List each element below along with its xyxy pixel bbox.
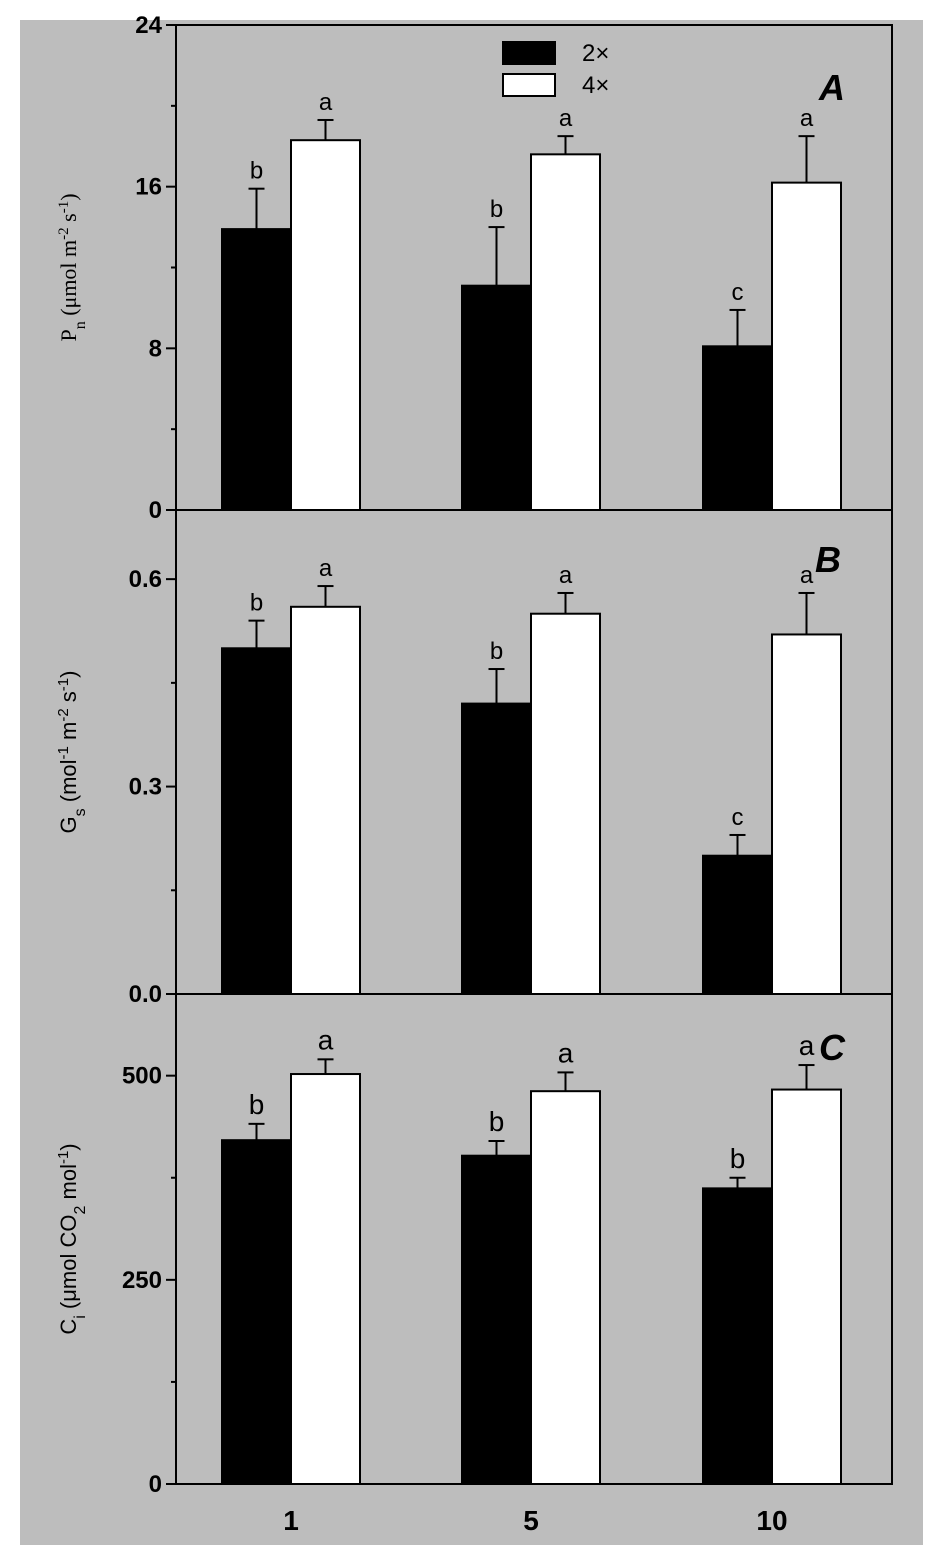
bar-2x [221,1139,292,1486]
y-tick-label: 0.0 [129,981,162,1008]
y-tick-label: 0.3 [129,774,162,801]
ylabel-part: s [56,213,81,227]
bar-2x [702,345,773,511]
bar-4x [290,139,361,511]
y-tick-label: 8 [149,335,162,362]
significance-label: a [800,105,814,132]
significance-label: b [249,1089,265,1120]
y-tick-label: 0.6 [129,566,162,593]
y-axis-label: Pn (μmol m-2 s-1) [56,193,89,341]
ylabel-part: s [56,691,81,708]
y-tick-label: 0 [149,497,162,524]
significance-label: c [732,804,744,831]
significance-label: a [559,562,573,589]
y-tick-label: 24 [135,12,162,39]
significance-label: a [799,1030,815,1061]
ylabel-sub: n [72,321,89,329]
ylabel-sub: i [72,1315,89,1319]
significance-label: b [490,196,503,223]
ylabel-sup: -1 [55,678,72,691]
ylabel-part: (μmol m [56,240,81,321]
legend-swatch [502,41,556,65]
y-axis-label: Ci (μmol CO2 mol-1) [55,1143,89,1334]
bar-4x [771,633,842,995]
legend: 2×4× [502,40,609,99]
significance-label: b [490,638,503,665]
significance-label: c [732,279,744,306]
significance-label: a [319,89,333,116]
ylabel-part: m [56,722,81,746]
ylabel-sub: 2 [72,1206,89,1215]
panel-letter: B [815,539,841,580]
ylabel-part: P [56,329,81,341]
bar-4x [771,1088,842,1486]
legend-swatch [502,73,556,97]
bar-4x [530,1090,601,1486]
x-category-labels: 1 5 10 [283,1505,787,1536]
bar-2x [461,284,532,511]
significance-label: a [558,1037,574,1068]
y-tick-label: 16 [135,174,162,201]
bar-4x [290,1073,361,1485]
bar-2x [221,228,292,512]
significance-label: b [250,158,263,185]
panel-letter: C [819,1027,846,1068]
ylabel-sup: -1 [56,201,72,214]
bar-4x [771,181,842,511]
bar-4x [530,153,601,511]
significance-label: a [319,555,333,582]
ylabel-part: mol [56,1164,81,1206]
bar-2x [702,854,773,996]
significance-label: b [489,1106,505,1137]
legend-label: 2× [582,40,609,67]
significance-label: a [800,562,814,589]
y-tick-label: 250 [122,1267,162,1294]
significance-label: a [559,105,573,132]
ylabel-sup: -1 [55,1151,72,1164]
significance-label: b [250,590,263,617]
ylabel-part: (mol [56,759,81,808]
bar-2x [461,702,532,995]
ylabel-sub: s [72,808,89,816]
y-tick-label: 0 [149,1471,162,1498]
x-category-label: 5 [523,1505,539,1536]
ylabel-sup: -1 [55,746,72,759]
significance-label: b [730,1143,746,1174]
significance-label: a [318,1024,334,1055]
ylabel-part: (μmol CO [56,1215,81,1316]
ylabel-part: G [56,816,81,833]
y-axis-label: Gs (mol-1 m-2 s-1) [55,671,89,834]
ylabel-sup: -2 [56,227,72,240]
x-category-label: 1 [283,1505,299,1536]
ylabel-sup: -2 [55,708,72,721]
bar-2x [702,1187,773,1486]
ylabel-part: ) [56,193,81,200]
bar-2x [221,647,292,995]
bar-4x [290,605,361,995]
bar-2x [461,1154,532,1485]
ylabel-part: C [56,1319,81,1335]
x-category-label: 10 [756,1505,787,1536]
ylabel-part: ) [56,671,81,678]
legend-label: 4× [582,72,609,99]
ylabel-part: ) [56,1143,81,1150]
bar-4x [530,612,601,995]
panel-letter: A [818,67,845,108]
y-tick-label: 500 [122,1063,162,1090]
